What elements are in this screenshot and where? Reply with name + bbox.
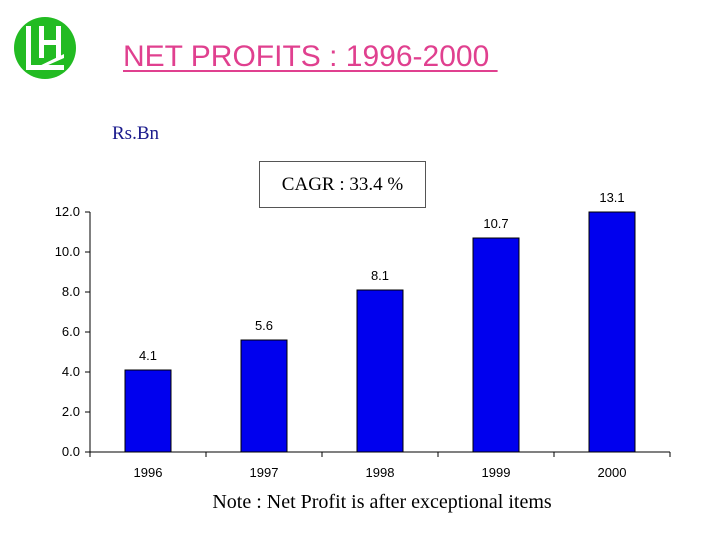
lh-logo-icon xyxy=(14,17,76,79)
x-tick-label: 2000 xyxy=(598,465,627,480)
y-tick-label: 4.0 xyxy=(62,364,80,379)
y-tick-label: 0.0 xyxy=(62,444,80,459)
x-tick-label: 1996 xyxy=(134,465,163,480)
y-tick-label: 2.0 xyxy=(62,404,80,419)
unit-label: Rs.Bn xyxy=(112,123,159,144)
y-tick-label: 10.0 xyxy=(55,244,80,259)
x-tick-label: 1999 xyxy=(482,465,511,480)
data-label: 8.1 xyxy=(371,268,389,283)
footnote: Note : Net Profit is after exceptional i… xyxy=(212,491,552,513)
data-label: 4.1 xyxy=(139,348,157,363)
y-tick-label: 6.0 xyxy=(62,324,80,339)
bar xyxy=(240,339,288,453)
data-label: 10.7 xyxy=(483,216,508,231)
y-tick-label: 12.0 xyxy=(55,204,80,219)
data-label: 13.1 xyxy=(599,190,624,205)
bar xyxy=(588,211,636,453)
y-tick-label: 8.0 xyxy=(62,284,80,299)
bar xyxy=(356,289,404,453)
bar xyxy=(472,237,520,453)
cagr-annotation: CAGR : 33.4 % xyxy=(259,161,426,208)
x-tick-label: 1998 xyxy=(366,465,395,480)
page-title: NET PROFITS : 1996-2000 xyxy=(123,40,498,73)
bar xyxy=(124,369,172,453)
data-label: 5.6 xyxy=(255,318,273,333)
x-tick-label: 1997 xyxy=(250,465,279,480)
